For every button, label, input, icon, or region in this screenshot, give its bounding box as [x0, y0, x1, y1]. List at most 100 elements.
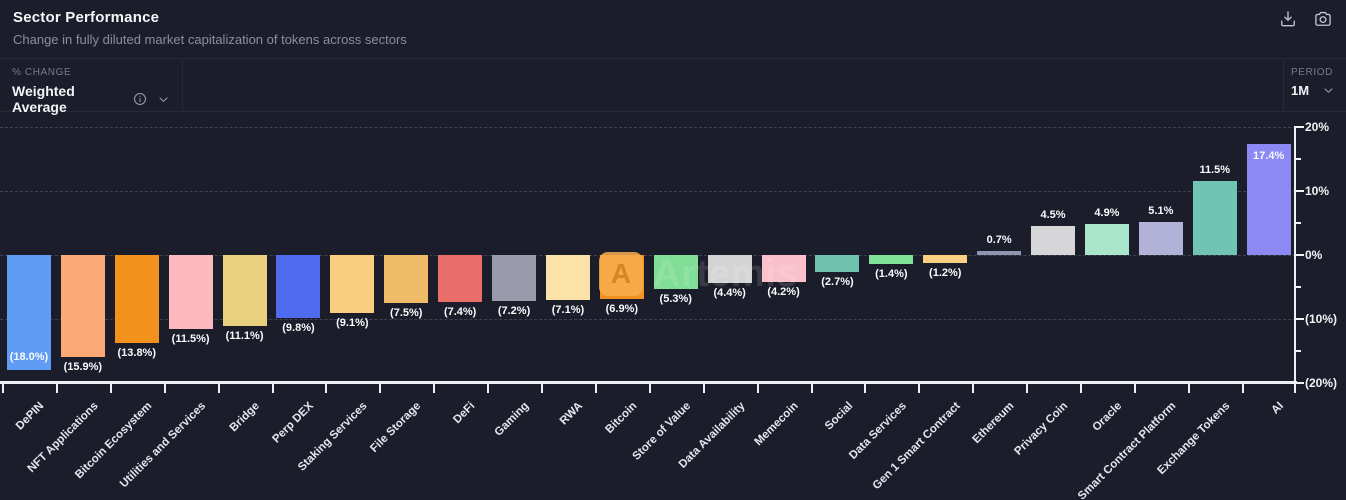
- x-axis-tick: [1294, 384, 1296, 393]
- gridline-10%: [0, 191, 1296, 192]
- bar-exchange-tokens[interactable]: [1192, 181, 1237, 255]
- period-selector[interactable]: PERIOD 1M: [1283, 59, 1346, 111]
- x-axis-tick: [109, 384, 112, 393]
- x-axis-label-defi: DeFi: [451, 400, 478, 427]
- bar-value-label: 4.9%: [1094, 206, 1120, 219]
- x-axis-tick: [325, 384, 328, 393]
- x-axis-label-social: Social: [822, 400, 855, 433]
- bar-value-label: (7.1%): [551, 304, 585, 317]
- bar-value-label: 0.7%: [986, 233, 1012, 246]
- bar-store-of-value[interactable]: [653, 255, 698, 289]
- x-axis-tick: [487, 384, 490, 393]
- bar-nft-applications[interactable]: [60, 255, 105, 357]
- y-axis-tick: [1296, 190, 1304, 192]
- info-icon[interactable]: [132, 91, 148, 107]
- x-axis-tick: [972, 384, 975, 393]
- bar-bitcoin-ecosystem[interactable]: [114, 255, 159, 344]
- x-axis-tick: [163, 384, 166, 393]
- period-selector-value: 1M: [1291, 83, 1310, 98]
- x-axis-label-smart-contract-platform: Smart Contract Platform: [1075, 400, 1179, 500]
- bar-bridge[interactable]: [222, 255, 267, 327]
- bar-value-label: (7.2%): [497, 305, 531, 318]
- bar-smart-contract-platform[interactable]: [1138, 222, 1183, 255]
- bar-value-label: (13.8%): [117, 347, 157, 360]
- bar-value-label: (1.2%): [929, 266, 962, 279]
- bar-value-label: (11.1%): [225, 330, 264, 343]
- bar-file-storage[interactable]: [384, 255, 429, 303]
- bar-value-label: (9.8%): [282, 321, 315, 334]
- x-axis-label-data-services: Data Services: [847, 400, 909, 462]
- bar-perp-dex[interactable]: [276, 255, 321, 318]
- sector-performance-bar-chart: (18.0%) (15.9%) (13.8%) (11.5%) (11.1%) (9.8%…: [0, 113, 1346, 500]
- y-axis-tick: [1296, 222, 1301, 224]
- bar-utilities-and-services[interactable]: [168, 255, 213, 329]
- bar-memecoin[interactable]: [761, 255, 806, 282]
- x-axis-label-ai: AI: [1269, 400, 1287, 417]
- bar-value-label: (1.4%): [875, 267, 908, 280]
- x-axis-label-privacy-coin: Privacy Coin: [1012, 400, 1071, 458]
- y-axis-tick: [1296, 286, 1301, 288]
- y-axis-label-(20%): (20%): [1305, 376, 1338, 390]
- bar-value-label: (6.9%): [605, 303, 639, 316]
- x-axis-tick: [648, 384, 651, 393]
- x-axis-tick: [271, 384, 274, 393]
- bar-gen-1-smart-contract[interactable]: [923, 255, 968, 263]
- x-axis-label-gaming: Gaming: [492, 400, 532, 439]
- bar-value-label: 11.5%: [1199, 164, 1231, 177]
- bar-value-label: 17.4%: [1253, 149, 1285, 162]
- chevron-down-icon: [157, 93, 170, 106]
- download-icon[interactable]: [1278, 9, 1298, 29]
- x-axis-label-depin: DePIN: [13, 400, 47, 433]
- bar-social[interactable]: [815, 255, 860, 273]
- y-axis-label-20%: 20%: [1305, 120, 1330, 134]
- bar-value-label: 5.1%: [1148, 205, 1174, 218]
- metric-selector[interactable]: % CHANGE Weighted Average: [0, 59, 183, 115]
- y-axis-tick: [1296, 254, 1304, 256]
- bar-value-label: 4.5%: [1040, 209, 1066, 222]
- x-axis-label-perp-dex: Perp DEX: [270, 400, 316, 446]
- bar-value-label: (18.0%): [9, 351, 49, 364]
- x-axis-tick: [1026, 384, 1029, 393]
- bar-oracle[interactable]: [1084, 223, 1129, 255]
- x-axis-tick: [217, 384, 220, 393]
- bar-ethereum[interactable]: [977, 250, 1022, 255]
- header-toolbar: [1278, 9, 1333, 29]
- bar-value-label: (5.3%): [659, 292, 692, 305]
- x-axis-label-file-storage: File Storage: [368, 400, 424, 456]
- x-axis-line: [0, 381, 1297, 384]
- bar-defi[interactable]: [438, 255, 483, 303]
- bar-data-services[interactable]: [869, 255, 914, 264]
- x-axis-label-memecoin: Memecoin: [752, 400, 802, 449]
- x-axis-label-oracle: Oracle: [1090, 400, 1125, 434]
- y-axis-tick: [1296, 158, 1301, 160]
- bar-rwa[interactable]: [545, 255, 590, 301]
- x-axis-label-gen-1-smart-contract: Gen 1 Smart Contract: [870, 400, 963, 493]
- y-axis-label-10%: 10%: [1305, 184, 1330, 198]
- gridline-(10%): [0, 319, 1296, 320]
- page-title: Sector Performance: [13, 9, 160, 26]
- bar-value-label: (11.5%): [171, 332, 210, 345]
- x-axis-tick: [433, 384, 436, 393]
- bar-ai[interactable]: [1246, 143, 1291, 255]
- y-axis-tick: [1296, 126, 1304, 128]
- y-axis-tick: [1296, 318, 1304, 320]
- x-axis-label-bridge: Bridge: [227, 400, 263, 435]
- x-axis-tick: [1133, 384, 1136, 393]
- bar-depin[interactable]: [6, 255, 51, 371]
- bar-gaming[interactable]: [492, 255, 537, 302]
- bar-value-label: (15.9%): [63, 360, 103, 373]
- x-axis-tick: [702, 384, 705, 393]
- bar-data-availability[interactable]: [707, 255, 752, 284]
- x-axis-tick: [918, 384, 921, 393]
- y-axis-label-(10%): (10%): [1305, 312, 1338, 326]
- bar-privacy-coin[interactable]: [1031, 226, 1076, 255]
- metric-selector-label: % CHANGE: [12, 67, 72, 78]
- gridline-0%: [0, 255, 1296, 256]
- x-axis-label-rwa: RWA: [558, 400, 586, 428]
- bar-value-label: (4.2%): [767, 285, 800, 298]
- x-axis-tick: [2, 384, 4, 393]
- bar-staking-services[interactable]: [330, 255, 375, 314]
- chevron-down-icon: [1322, 84, 1335, 97]
- camera-icon[interactable]: [1313, 9, 1333, 29]
- x-axis-tick: [810, 384, 813, 393]
